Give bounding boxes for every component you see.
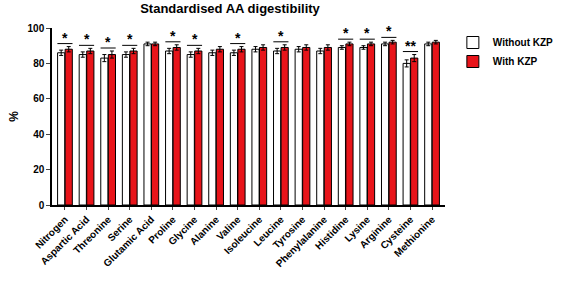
- svg-text:%: %: [7, 111, 21, 122]
- svg-text:60: 60: [33, 93, 45, 104]
- svg-text:*: *: [343, 25, 349, 41]
- svg-text:Without KZP: Without KZP: [493, 37, 553, 48]
- svg-text:*: *: [278, 28, 284, 44]
- svg-text:80: 80: [33, 58, 45, 69]
- svg-text:Nitrogen: Nitrogen: [33, 214, 70, 251]
- svg-text:Standardised AA digestibility: Standardised AA digestibility: [140, 1, 320, 16]
- svg-text:*: *: [170, 28, 176, 44]
- svg-text:*: *: [364, 25, 370, 41]
- svg-text:*: *: [235, 30, 241, 46]
- svg-text:*: *: [84, 31, 90, 47]
- svg-text:Glycine: Glycine: [166, 214, 200, 248]
- svg-text:*: *: [127, 31, 133, 47]
- svg-text:*: *: [62, 30, 68, 46]
- svg-text:100: 100: [28, 23, 45, 34]
- svg-text:Leucine: Leucine: [251, 214, 286, 249]
- svg-text:Phenylalanine: Phenylalanine: [274, 214, 330, 270]
- svg-text:Cysteine: Cysteine: [378, 214, 416, 252]
- svg-text:Tyrosine: Tyrosine: [271, 214, 308, 251]
- svg-text:Serine: Serine: [105, 214, 135, 244]
- svg-text:**: **: [405, 38, 416, 54]
- svg-text:*: *: [105, 34, 111, 50]
- svg-text:Histidine: Histidine: [313, 214, 351, 252]
- svg-text:Threonine: Threonine: [71, 214, 113, 256]
- svg-text:Valine: Valine: [214, 214, 243, 243]
- svg-text:*: *: [386, 23, 392, 39]
- svg-text:Proline: Proline: [146, 214, 178, 246]
- svg-text:20: 20: [33, 164, 45, 175]
- svg-text:With KZP: With KZP: [493, 56, 538, 67]
- svg-text:Glutamic Acid: Glutamic Acid: [101, 214, 156, 269]
- svg-text:Alanine: Alanine: [188, 214, 222, 248]
- svg-text:Lysine: Lysine: [342, 214, 372, 244]
- svg-text:Methionine: Methionine: [392, 214, 437, 259]
- svg-text:40: 40: [33, 129, 45, 140]
- svg-text:Aspartic Acid: Aspartic Acid: [38, 214, 91, 267]
- svg-text:0: 0: [39, 200, 45, 211]
- svg-text:Isoleucine: Isoleucine: [222, 214, 265, 257]
- svg-text:Arginine: Arginine: [357, 214, 394, 251]
- svg-text:*: *: [192, 31, 198, 47]
